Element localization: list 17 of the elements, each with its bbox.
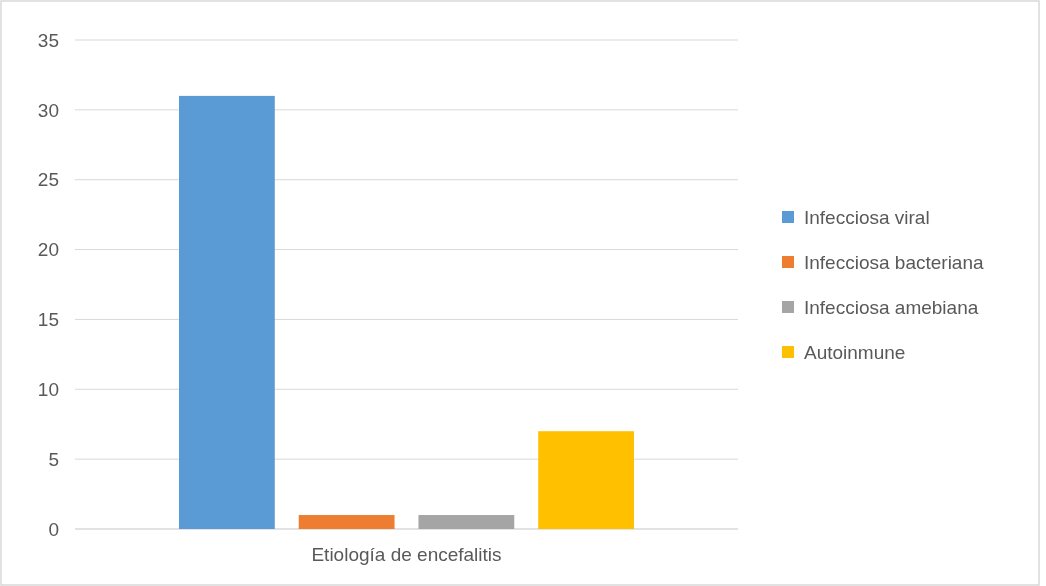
bar [298, 515, 395, 529]
legend-label: Autoinmune [804, 341, 906, 363]
bar [418, 515, 515, 529]
y-tick-label: 10 [37, 378, 59, 400]
y-tick-label: 5 [48, 448, 59, 470]
y-tick-label: 20 [37, 239, 59, 261]
bar [538, 431, 634, 529]
y-tick-label: 30 [37, 99, 59, 121]
legend-label: Infecciosa viral [804, 206, 930, 228]
legend-label: Infecciosa amebiana [804, 296, 979, 318]
y-tick-label: 0 [48, 518, 59, 540]
y-tick-label: 25 [37, 169, 59, 191]
y-tick-label: 15 [37, 309, 59, 331]
bar [179, 95, 275, 529]
legend-label: Infecciosa bacteriana [804, 251, 984, 273]
y-tick-label: 35 [37, 29, 59, 51]
x-tick-label: Etiología de encefalitis [311, 544, 502, 565]
